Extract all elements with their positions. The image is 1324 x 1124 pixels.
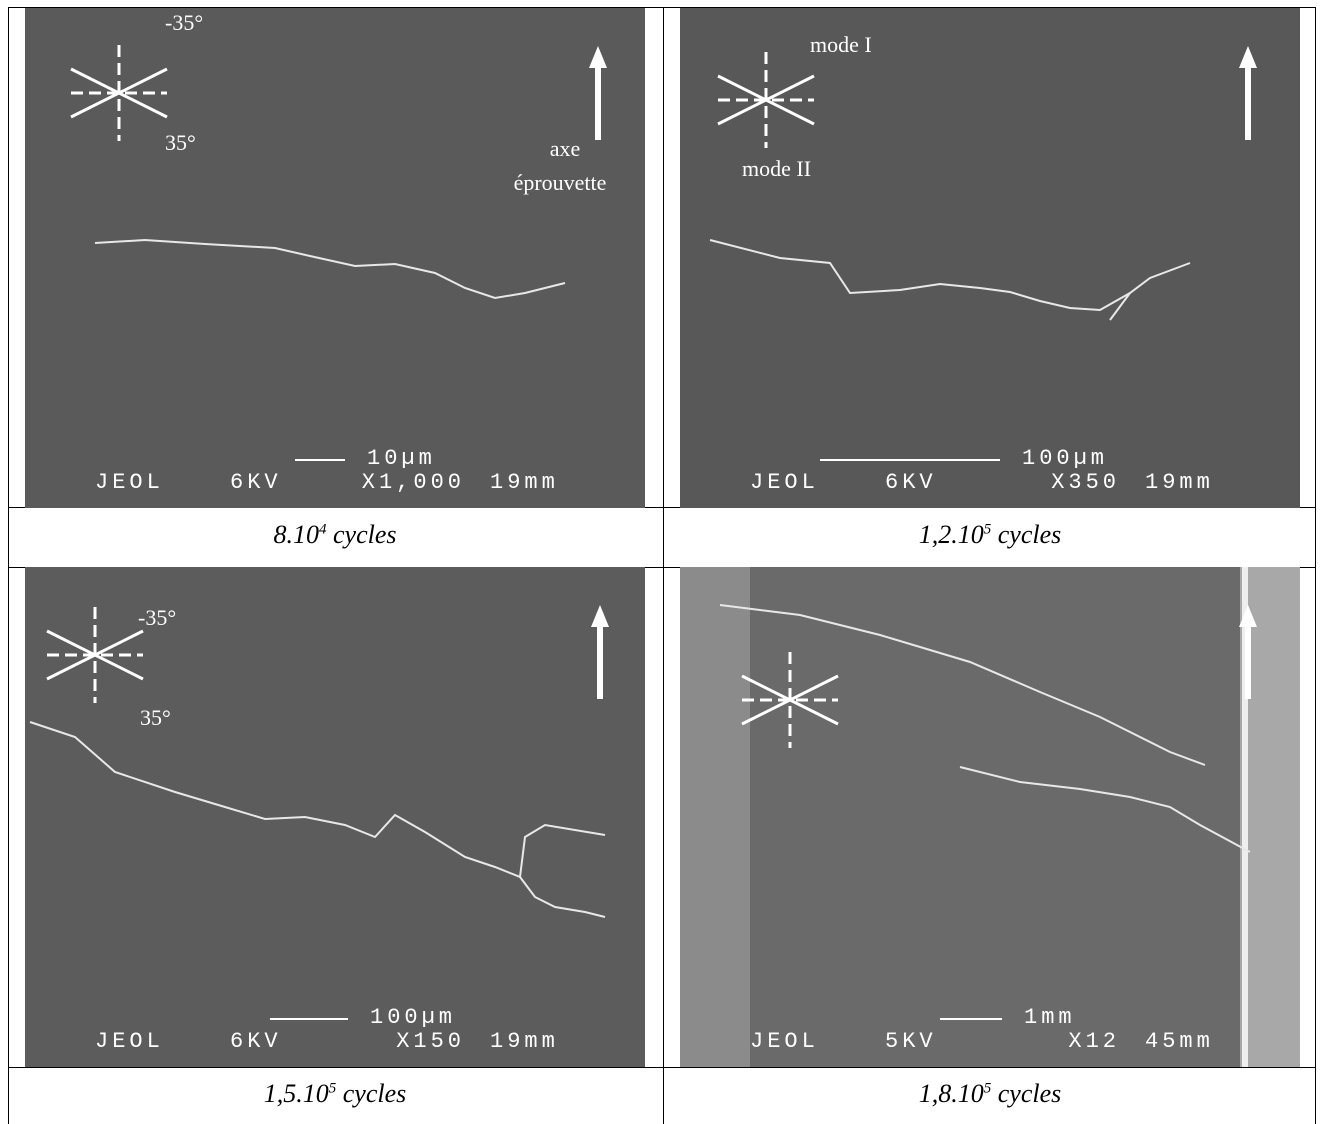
sem-info: X150: [396, 1029, 465, 1054]
table-border: [8, 7, 9, 1124]
caption: 8.104 cycles: [25, 520, 645, 550]
sem-info: JEOL: [95, 470, 164, 495]
caption-number: 8.10: [273, 520, 319, 549]
caption-number: 1,2.10: [919, 520, 984, 549]
sem-info: JEOL: [750, 470, 819, 495]
page: (() => { const data = JSON.parse(documen…: [0, 0, 1324, 1124]
sem-info: X1,000: [362, 470, 465, 495]
image-edge: [680, 567, 750, 1067]
caption-exponent: 5: [984, 521, 992, 537]
annotation: 35°: [165, 130, 196, 155]
sem-info: 5KV: [885, 1029, 937, 1054]
table-border: [663, 7, 664, 1124]
caption: 1,8.105 cycles: [680, 1079, 1300, 1109]
sem-info: 6KV: [230, 470, 282, 495]
caption-unit: cycles: [333, 520, 397, 549]
caption-number: 1,5.10: [264, 1079, 329, 1108]
annotation: 35°: [140, 705, 171, 730]
scale-label: 1mm: [1024, 1005, 1076, 1030]
annotation: mode II: [742, 156, 811, 181]
image-background: [680, 567, 1300, 1067]
caption-unit: cycles: [998, 520, 1062, 549]
scale-label: 100µm: [370, 1005, 456, 1030]
caption-unit: cycles: [343, 1079, 407, 1108]
sem-info: 19mm: [490, 470, 559, 495]
sem-info: JEOL: [95, 1029, 164, 1054]
caption: 1,2.105 cycles: [680, 520, 1300, 550]
caption-exponent: 4: [319, 521, 327, 537]
sem-info: X12: [1068, 1029, 1120, 1054]
annotation: mode I: [810, 32, 872, 57]
sem-info: X350: [1051, 470, 1120, 495]
caption: 1,5.105 cycles: [25, 1079, 645, 1109]
sem-image: 1mm JEOL 5KV X12 45mm: [680, 567, 1300, 1067]
sem-info: 6KV: [230, 1029, 282, 1054]
annotation: -35°: [165, 10, 203, 35]
table-border: [8, 1067, 1316, 1068]
sem-info: 45mm: [1145, 1029, 1214, 1054]
annotation: -35°: [138, 605, 176, 630]
annotation: éprouvette: [514, 170, 607, 195]
sem-image: mode I mode II 100µm JEOL 6KV X350 19mm: [680, 8, 1300, 508]
sem-info: 6KV: [885, 470, 937, 495]
scale-label: 10µm: [367, 446, 436, 471]
sem-image: -35° 35° axe éprouvette 10µm JEOL 6KV X1,000 19m…: [25, 8, 645, 508]
sem-image: -35° 35° 100µm JEOL 6KV X150 19mm: [25, 567, 645, 1067]
caption-number: 1,8.10: [919, 1079, 984, 1108]
caption-exponent: 5: [984, 1080, 992, 1096]
image-background: [680, 8, 1300, 508]
sem-info: JEOL: [750, 1029, 819, 1054]
caption-unit: cycles: [998, 1079, 1062, 1108]
sem-info: 19mm: [490, 1029, 559, 1054]
table-border: [1315, 7, 1316, 1124]
sem-info: 19mm: [1145, 470, 1214, 495]
caption-exponent: 5: [329, 1080, 337, 1096]
annotation: axe: [550, 136, 581, 161]
scale-label: 100µm: [1022, 446, 1108, 471]
